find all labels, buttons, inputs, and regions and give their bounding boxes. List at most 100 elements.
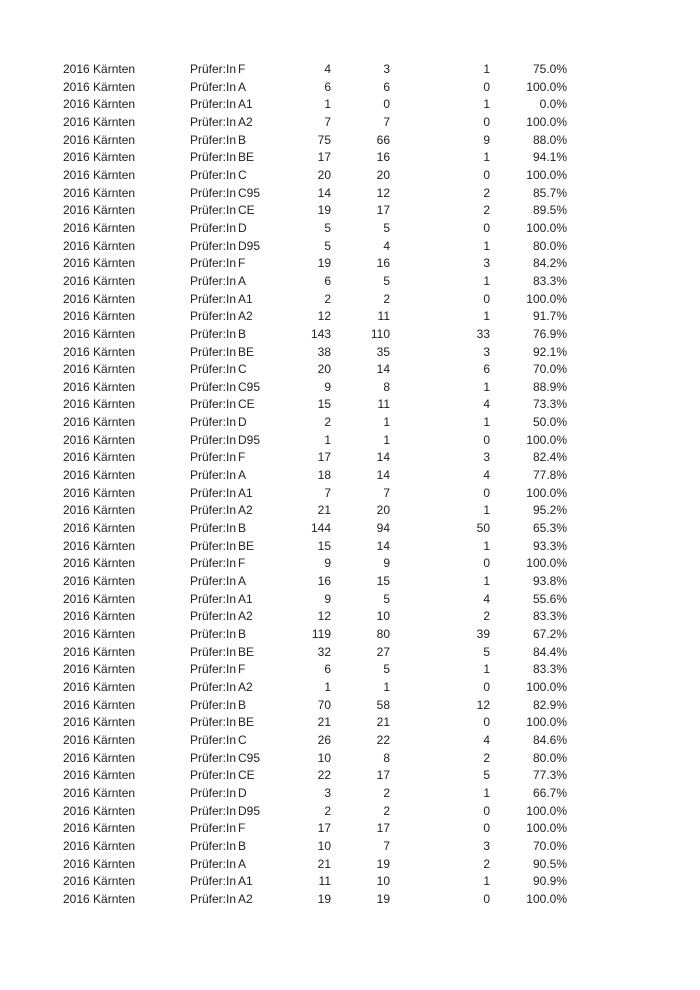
cell-passed-count: 15 <box>376 574 390 589</box>
cell-license-category: BE <box>238 715 255 730</box>
cell-passed-count: 14 <box>376 538 390 553</box>
cell-license-category: B <box>238 326 247 341</box>
cell-license-category: B <box>238 697 247 712</box>
cell-pass-rate: 55.6% <box>532 591 567 606</box>
cell-year-region: 2016 Kärnten <box>63 256 136 271</box>
cell-examiner-role: Prüfer:In <box>190 167 237 182</box>
cell-passed-count: 1 <box>383 432 390 447</box>
cell-candidates-total: 119 <box>311 627 331 641</box>
cell-passed-count: 22 <box>376 732 390 747</box>
table-row: 2016 Kärnten Prüfer:In F 9 9 0 100.0% <box>63 555 567 573</box>
cell-examiner-role: Prüfer:In <box>190 362 237 377</box>
table-row: 2016 Kärnten Prüfer:In BE 21 21 0 100.0% <box>63 714 567 732</box>
cell-pass-rate: 83.3% <box>532 273 567 288</box>
cell-failed-count: 9 <box>483 132 490 147</box>
cell-examiner-role: Prüfer:In <box>190 326 237 341</box>
cell-pass-rate: 66.7% <box>532 785 567 800</box>
table-row: 2016 Kärnten Prüfer:In C 20 14 6 70.0% <box>63 361 567 379</box>
cell-examiner-role: Prüfer:In <box>190 150 237 165</box>
cell-examiner-role: Prüfer:In <box>190 662 237 677</box>
cell-license-category: A1 <box>238 291 253 306</box>
cell-pass-rate: 70.0% <box>532 362 567 377</box>
table-row: 2016 Kärnten Prüfer:In C95 10 8 2 80.0% <box>63 750 567 768</box>
cell-examiner-role: Prüfer:In <box>190 114 237 129</box>
table-row: 2016 Kärnten Prüfer:In CE 22 17 5 77.3% <box>63 767 567 785</box>
cell-failed-count: 33 <box>476 326 490 341</box>
table-row: 2016 Kärnten Prüfer:In A1 9 5 4 55.6% <box>63 591 567 609</box>
cell-year-region: 2016 Kärnten <box>63 574 136 589</box>
cell-candidates-total: 5 <box>324 238 331 253</box>
cell-year-region: 2016 Kärnten <box>63 379 136 394</box>
cell-examiner-role: Prüfer:In <box>190 679 237 694</box>
cell-examiner-role: Prüfer:In <box>190 256 237 271</box>
cell-examiner-role: Prüfer:In <box>190 609 237 624</box>
cell-license-category: CE <box>238 397 255 412</box>
cell-year-region: 2016 Kärnten <box>63 768 136 783</box>
cell-year-region: 2016 Kärnten <box>63 503 136 518</box>
cell-passed-count: 2 <box>383 291 390 306</box>
cell-examiner-role: Prüfer:In <box>190 715 237 730</box>
cell-examiner-role: Prüfer:In <box>190 203 237 218</box>
table-row: 2016 Kärnten Prüfer:In F 17 17 0 100.0% <box>63 820 567 838</box>
cell-year-region: 2016 Kärnten <box>63 591 136 606</box>
cell-year-region: 2016 Kärnten <box>63 697 136 712</box>
cell-year-region: 2016 Kärnten <box>63 397 136 412</box>
cell-pass-rate: 100.0% <box>526 679 567 694</box>
cell-candidates-total: 6 <box>324 662 331 677</box>
table-row: 2016 Kärnten Prüfer:In BE 38 35 3 92.1% <box>63 344 567 362</box>
cell-failed-count: 0 <box>483 432 490 447</box>
cell-pass-rate: 83.3% <box>532 662 567 677</box>
cell-license-category: B <box>238 838 247 853</box>
table-row: 2016 Kärnten Prüfer:In F 17 14 3 82.4% <box>63 449 567 467</box>
cell-year-region: 2016 Kärnten <box>63 62 136 76</box>
table-row: 2016 Kärnten Prüfer:In C 26 22 4 84.6% <box>63 732 567 750</box>
cell-pass-rate: 84.4% <box>532 644 567 659</box>
cell-license-category: A2 <box>238 114 253 129</box>
cell-examiner-role: Prüfer:In <box>190 485 237 500</box>
cell-year-region: 2016 Kärnten <box>63 415 136 430</box>
cell-examiner-role: Prüfer:In <box>190 627 237 641</box>
cell-examiner-role: Prüfer:In <box>190 397 237 412</box>
cell-license-category: A <box>238 273 247 288</box>
cell-failed-count: 1 <box>483 150 490 165</box>
cell-candidates-total: 21 <box>317 856 331 871</box>
cell-year-region: 2016 Kärnten <box>63 114 136 129</box>
cell-candidates-total: 3 <box>324 785 331 800</box>
cell-year-region: 2016 Kärnten <box>63 185 136 200</box>
cell-failed-count: 1 <box>483 874 490 889</box>
cell-year-region: 2016 Kärnten <box>63 468 136 483</box>
cell-license-category: A2 <box>238 679 253 694</box>
cell-candidates-total: 15 <box>317 397 331 412</box>
cell-passed-count: 14 <box>376 450 390 465</box>
cell-failed-count: 1 <box>483 62 490 76</box>
table-row: 2016 Kärnten Prüfer:In D 2 1 1 50.0% <box>63 414 567 432</box>
table-row: 2016 Kärnten Prüfer:In A1 7 7 0 100.0% <box>63 485 567 503</box>
cell-failed-count: 1 <box>483 273 490 288</box>
cell-license-category: A <box>238 574 247 589</box>
cell-year-region: 2016 Kärnten <box>63 750 136 765</box>
table-row: 2016 Kärnten Prüfer:In B 75 66 9 88.0% <box>63 132 567 150</box>
cell-candidates-total: 38 <box>317 344 331 359</box>
cell-failed-count: 1 <box>483 379 490 394</box>
cell-license-category: A2 <box>238 309 253 324</box>
cell-failed-count: 3 <box>483 256 490 271</box>
cell-pass-rate: 88.9% <box>532 379 567 394</box>
cell-passed-count: 14 <box>376 468 390 483</box>
cell-examiner-role: Prüfer:In <box>190 874 237 889</box>
cell-pass-rate: 84.6% <box>532 732 567 747</box>
table-row: 2016 Kärnten Prüfer:In B 10 7 3 70.0% <box>63 838 567 856</box>
cell-candidates-total: 16 <box>317 574 331 589</box>
cell-failed-count: 1 <box>483 309 490 324</box>
table-row: 2016 Kärnten Prüfer:In A2 1 1 0 100.0% <box>63 679 567 697</box>
cell-pass-rate: 100.0% <box>526 432 567 447</box>
cell-pass-rate: 83.3% <box>532 609 567 624</box>
cell-year-region: 2016 Kärnten <box>63 521 136 536</box>
cell-year-region: 2016 Kärnten <box>63 732 136 747</box>
cell-candidates-total: 70 <box>317 697 331 712</box>
cell-license-category: BE <box>238 644 255 659</box>
cell-pass-rate: 94.1% <box>532 150 567 165</box>
cell-year-region: 2016 Kärnten <box>63 838 136 853</box>
cell-pass-rate: 75.0% <box>532 62 567 76</box>
cell-year-region: 2016 Kärnten <box>63 803 136 818</box>
table-row: 2016 Kärnten Prüfer:In A2 12 10 2 83.3% <box>63 608 567 626</box>
